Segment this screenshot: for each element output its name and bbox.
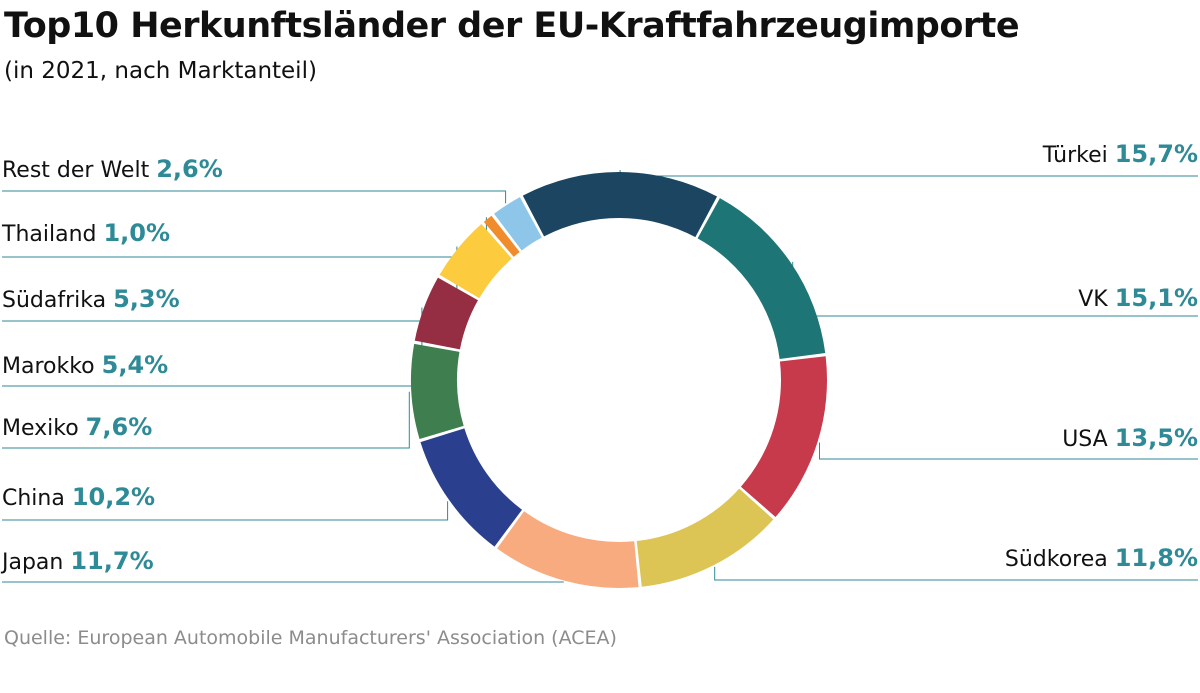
slice-usa [740, 356, 828, 517]
slice-vk [697, 198, 826, 359]
label-value-japan: 11,7% [70, 547, 153, 575]
leader-line-mexiko [2, 391, 410, 449]
label-china: China 10,2% [2, 483, 155, 511]
label-value-rest-der-welt: 2,6% [156, 155, 223, 183]
source-note: Quelle: European Automobile Manufacturer… [4, 627, 617, 649]
label-name-japan: Japan [0, 550, 70, 575]
label-suedkorea: Südkorea 11,8% [1005, 544, 1198, 572]
slice-thailand [483, 215, 520, 257]
label-name-china: China [2, 486, 72, 511]
label-value-vk: 15,1% [1115, 284, 1198, 312]
label-tuerkei: Türkei 15,7% [1042, 140, 1198, 168]
label-value-marokko: 5,4% [102, 351, 169, 379]
label-name-suedkorea: Südkorea [1005, 547, 1115, 572]
label-value-suedkorea: 11,8% [1115, 544, 1198, 572]
label-value-suedafrika: 5,3% [113, 285, 180, 313]
slice-tuerkei [522, 172, 718, 238]
label-japan: Japan 11,7% [0, 547, 154, 575]
label-name-marokko: Marokko [2, 354, 102, 379]
label-marokko: Marokko 5,4% [2, 351, 168, 379]
leader-line-china [2, 501, 449, 521]
chart-title: Top10 Herkunftsländer der EU-Kraftfahrze… [4, 6, 1020, 46]
label-value-china: 10,2% [72, 483, 155, 511]
label-thailand: Thailand 1,0% [1, 219, 170, 247]
slice-rest-der-welt [494, 197, 542, 251]
label-name-thailand: Thailand [1, 222, 103, 247]
label-name-suedafrika: Südafrika [2, 288, 113, 313]
label-value-mexiko: 7,6% [86, 413, 153, 441]
label-suedafrika: Südafrika 5,3% [2, 285, 180, 313]
label-name-rest-der-welt: Rest der Welt [2, 158, 156, 183]
label-usa: USA 13,5% [1062, 424, 1198, 452]
leader-lines [2, 170, 1198, 583]
label-value-tuerkei: 15,7% [1115, 140, 1198, 168]
label-value-usa: 13,5% [1115, 424, 1198, 452]
slice-suedafrika [439, 224, 512, 299]
slice-suedkorea [636, 488, 774, 587]
label-name-tuerkei: Türkei [1042, 143, 1115, 168]
label-mexiko: Mexiko 7,6% [2, 413, 152, 441]
label-value-thailand: 1,0% [103, 219, 170, 247]
chart-subtitle: (in 2021, nach Marktanteil) [4, 58, 317, 84]
label-rest-der-welt: Rest der Welt 2,6% [2, 155, 223, 183]
leader-line-suedkorea [714, 566, 1198, 581]
donut-slices [410, 172, 828, 588]
slice-labels: Türkei 15,7% VK 15,1% USA 13,5% Südkorea 11… [0, 140, 1198, 575]
label-name-mexiko: Mexiko [2, 416, 86, 441]
leader-line-usa [819, 442, 1198, 460]
leader-line-tuerkei [619, 170, 1198, 177]
label-vk: VK 15,1% [1078, 284, 1198, 312]
slice-china [420, 428, 523, 547]
slice-marokko [414, 277, 478, 350]
label-name-vk: VK [1078, 287, 1114, 312]
slice-japan [497, 511, 639, 588]
label-name-usa: USA [1062, 427, 1115, 452]
leader-line-rest-der-welt [2, 190, 507, 204]
slice-mexiko [410, 343, 464, 439]
